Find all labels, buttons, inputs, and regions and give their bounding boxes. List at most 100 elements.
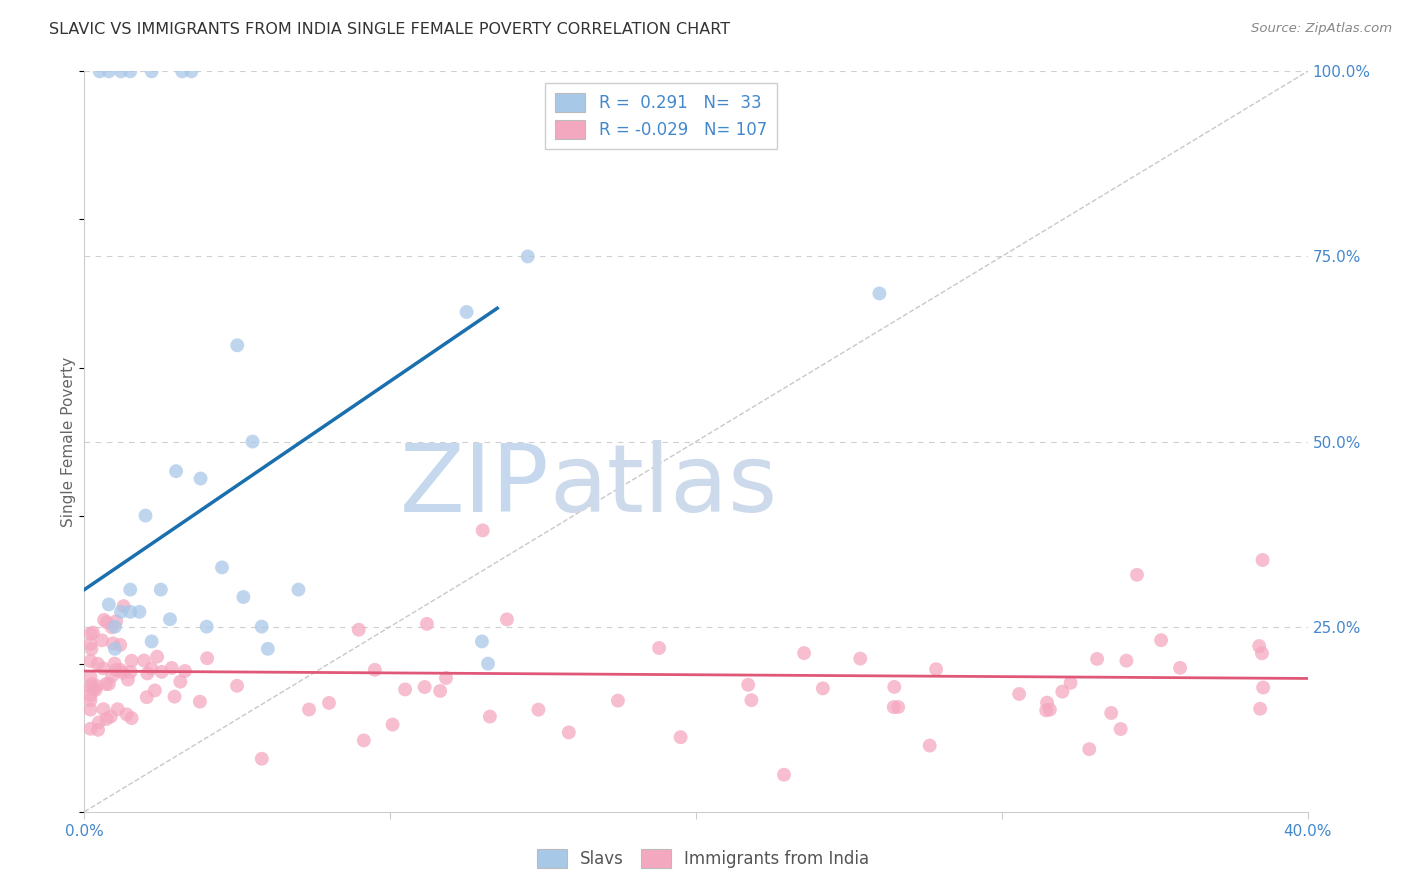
Point — [82, 625, 104, 640]
Point — [1078, 742, 1101, 756]
Point — [1036, 696, 1059, 710]
Point — [146, 649, 169, 664]
Point — [110, 605, 132, 619]
Point — [121, 654, 143, 668]
Point — [120, 64, 142, 78]
Point — [242, 434, 264, 449]
Point — [558, 725, 581, 739]
Point — [87, 715, 110, 730]
Point — [149, 582, 172, 597]
Point — [471, 524, 494, 538]
Point — [120, 605, 142, 619]
Point — [1115, 654, 1137, 668]
Point — [925, 662, 948, 676]
Point — [394, 682, 416, 697]
Point — [135, 690, 157, 705]
Text: atlas: atlas — [550, 440, 778, 532]
Point — [347, 623, 370, 637]
Point — [121, 711, 143, 725]
Point — [165, 464, 187, 478]
Point — [93, 702, 115, 716]
Point — [79, 681, 101, 695]
Point — [471, 634, 494, 648]
Point — [100, 709, 122, 723]
Point — [195, 619, 218, 633]
Point — [1052, 684, 1074, 698]
Point — [104, 663, 127, 677]
Point — [250, 619, 273, 633]
Point — [96, 712, 118, 726]
Point — [93, 613, 115, 627]
Point — [918, 739, 941, 753]
Point — [79, 654, 101, 668]
Point — [195, 651, 218, 665]
Point — [232, 590, 254, 604]
Point — [287, 582, 309, 597]
Point — [527, 703, 550, 717]
Point — [86, 679, 108, 693]
Text: ZIP: ZIP — [399, 440, 550, 532]
Y-axis label: Single Female Poverty: Single Female Poverty — [60, 357, 76, 526]
Point — [1249, 702, 1271, 716]
Point — [120, 582, 142, 597]
Point — [136, 666, 159, 681]
Point — [79, 626, 101, 640]
Point — [413, 680, 436, 694]
Point — [648, 640, 671, 655]
Point — [174, 664, 197, 678]
Point — [110, 638, 132, 652]
Point — [91, 633, 114, 648]
Point — [172, 64, 194, 78]
Point — [79, 722, 101, 736]
Point — [250, 752, 273, 766]
Legend: R =  0.291   N=  33, R = -0.029   N= 107: R = 0.291 N= 33, R = -0.029 N= 107 — [546, 83, 778, 149]
Point — [115, 707, 138, 722]
Point — [79, 688, 101, 702]
Point — [416, 616, 439, 631]
Point — [97, 64, 120, 78]
Point — [141, 661, 163, 675]
Point — [669, 730, 692, 744]
Point — [180, 64, 202, 78]
Point — [1251, 646, 1274, 660]
Point — [364, 663, 387, 677]
Point — [163, 690, 186, 704]
Point — [105, 614, 128, 628]
Point — [883, 700, 905, 714]
Point — [107, 702, 129, 716]
Point — [1251, 553, 1274, 567]
Point — [80, 642, 103, 657]
Point — [1150, 633, 1173, 648]
Point — [811, 681, 834, 696]
Point — [1085, 652, 1108, 666]
Point — [429, 684, 451, 698]
Point — [128, 605, 150, 619]
Point — [849, 651, 872, 665]
Point — [150, 665, 173, 679]
Point — [120, 665, 142, 679]
Point — [434, 671, 457, 685]
Point — [110, 663, 132, 677]
Point — [112, 599, 135, 613]
Point — [101, 620, 124, 634]
Point — [91, 661, 114, 675]
Point — [141, 64, 163, 78]
Point — [97, 677, 120, 691]
Point — [606, 693, 628, 707]
Point — [793, 646, 815, 660]
Point — [101, 636, 124, 650]
Point — [104, 641, 127, 656]
Point — [1059, 675, 1081, 690]
Point — [79, 670, 101, 684]
Point — [104, 619, 127, 633]
Legend: Slavs, Immigrants from India: Slavs, Immigrants from India — [530, 843, 876, 875]
Point — [135, 508, 157, 523]
Point — [190, 472, 212, 486]
Point — [104, 657, 127, 671]
Point — [257, 641, 280, 656]
Text: Source: ZipAtlas.com: Source: ZipAtlas.com — [1251, 22, 1392, 36]
Point — [1251, 681, 1274, 695]
Point — [226, 679, 249, 693]
Point — [887, 700, 910, 714]
Point — [117, 673, 139, 687]
